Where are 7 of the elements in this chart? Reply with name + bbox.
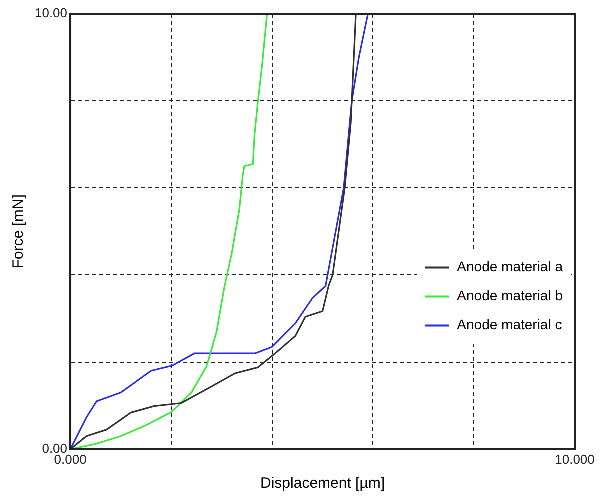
x-axis-title: Displacement [µm]	[260, 475, 386, 492]
y-axis-title: Force [mN]	[10, 194, 28, 269]
legend-label: Anode material a	[457, 258, 564, 275]
legend-label: Anode material c	[457, 316, 562, 333]
legend-label: Anode material b	[457, 288, 564, 304]
x-tick-label: 10.000	[555, 452, 595, 467]
y-tick-label: 10.00	[34, 6, 68, 21]
